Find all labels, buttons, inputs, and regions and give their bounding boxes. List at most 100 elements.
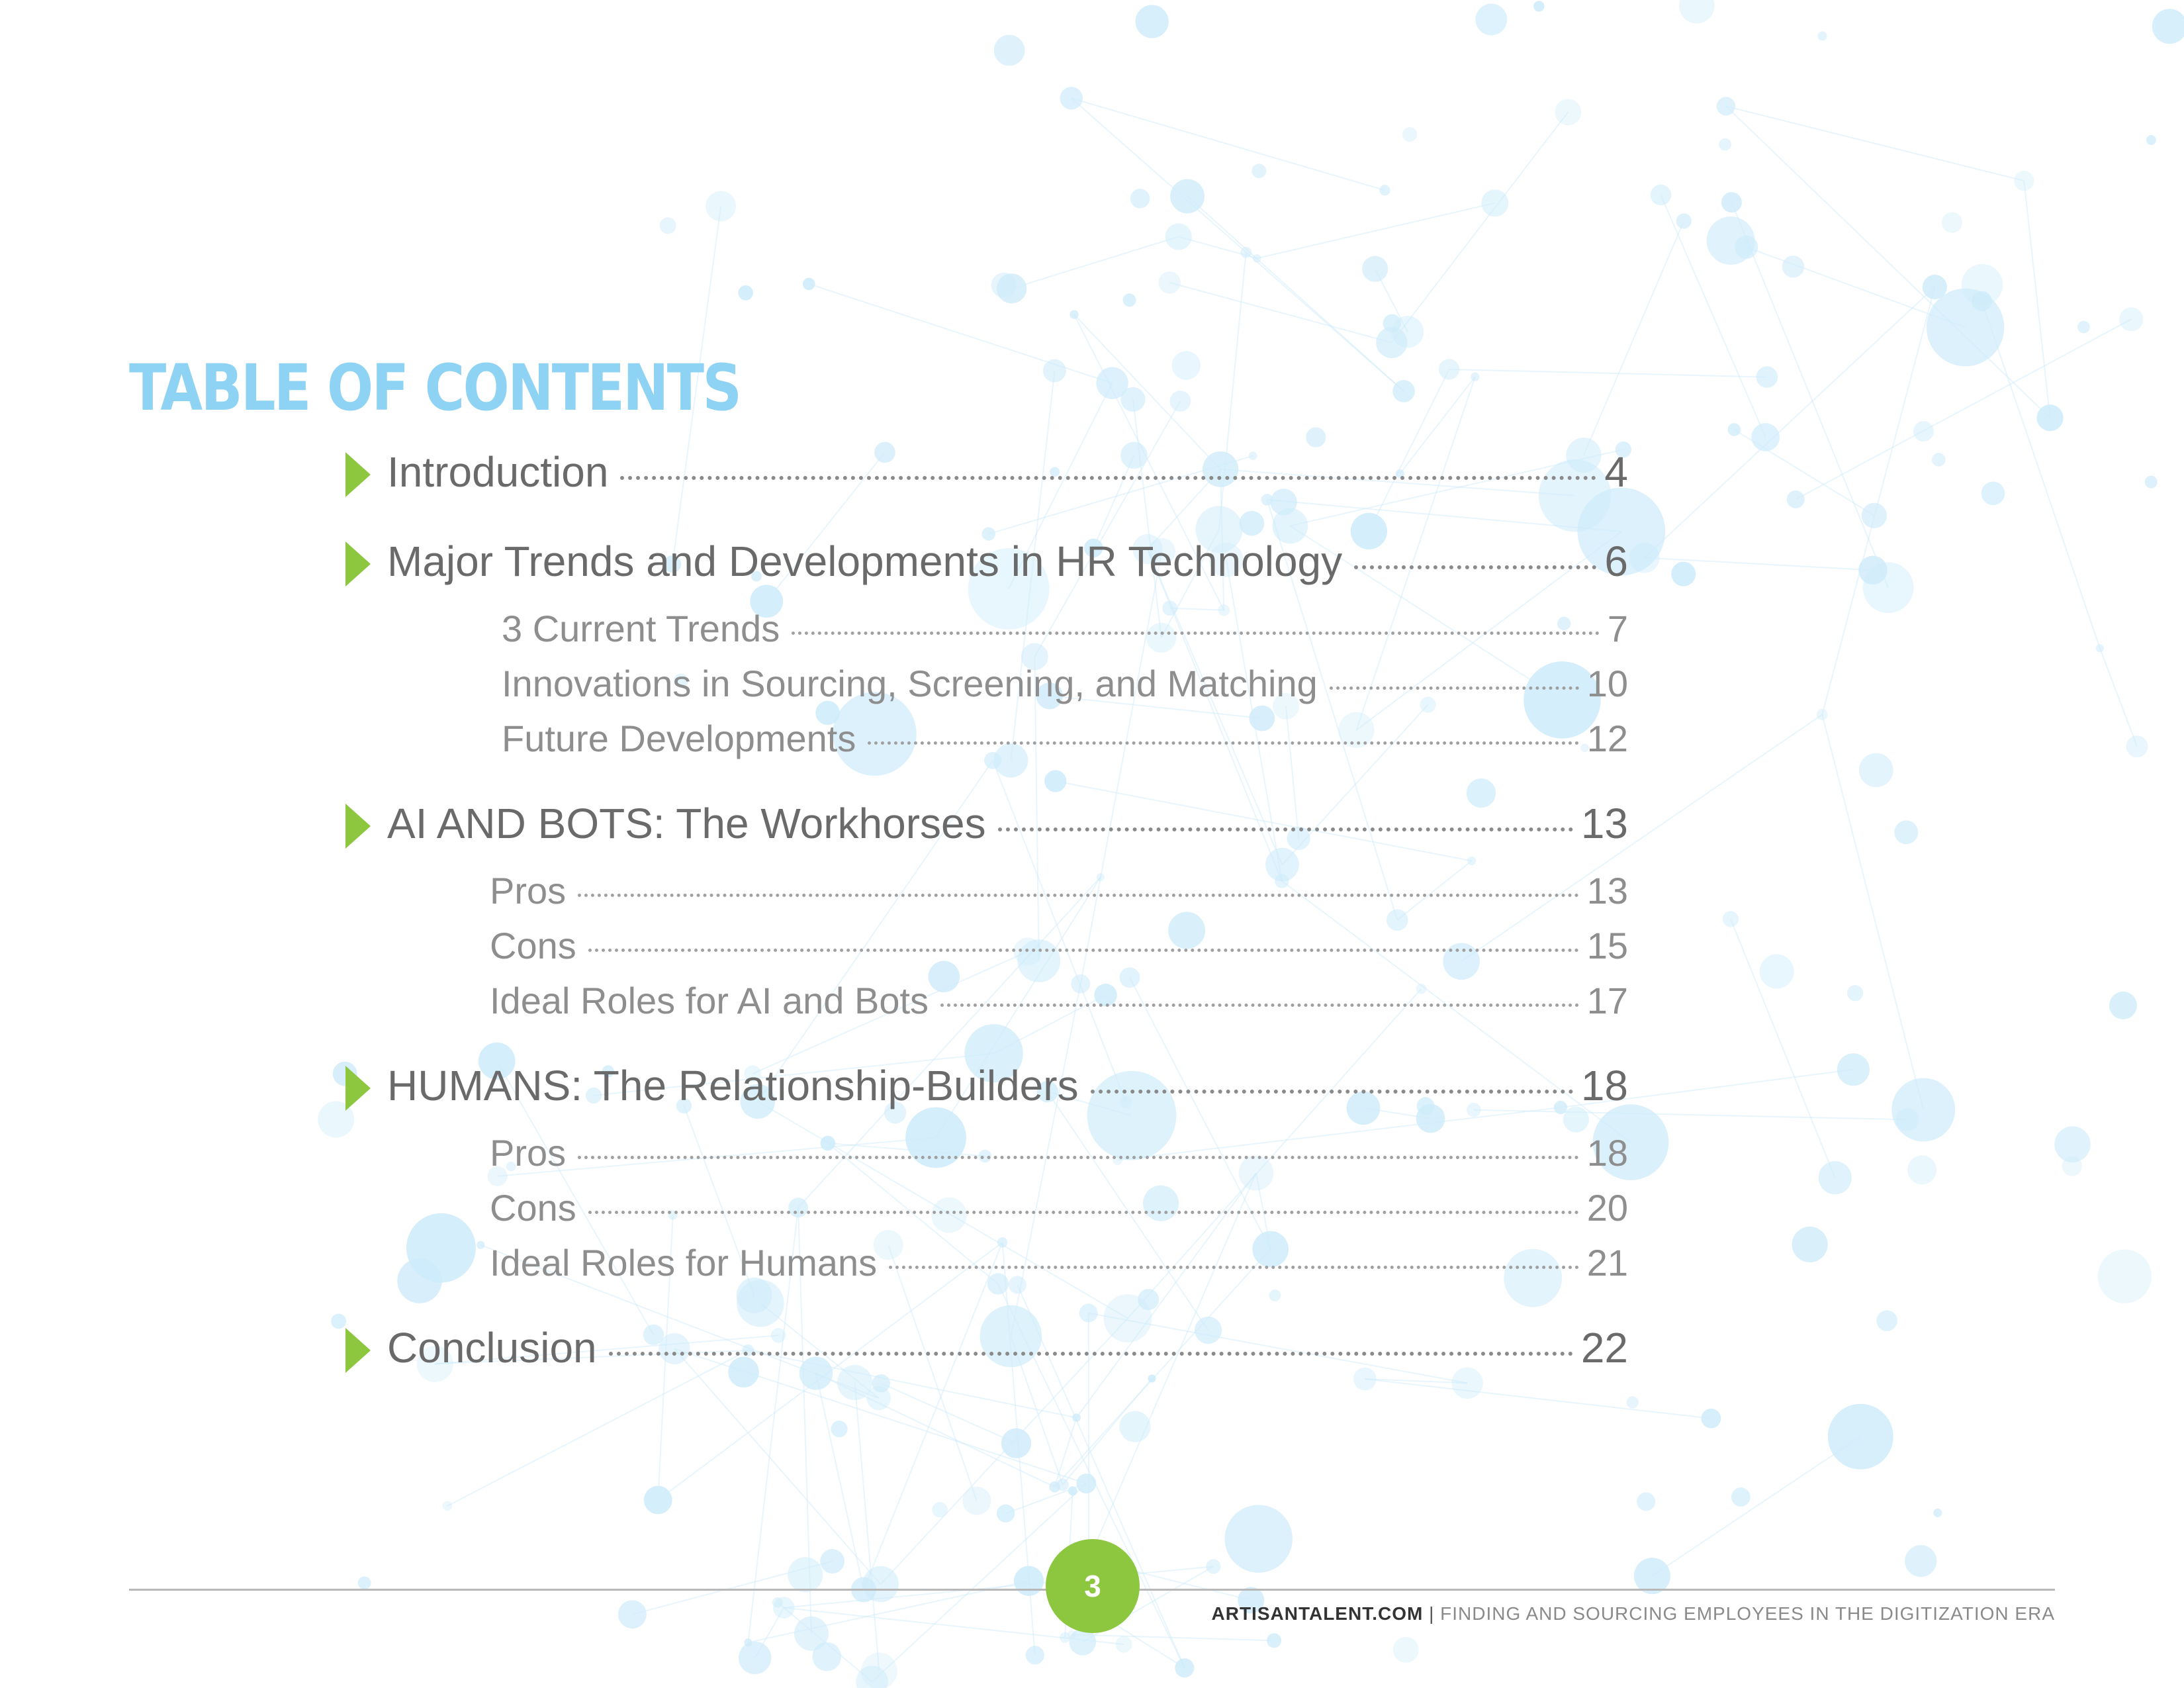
network-line (1660, 195, 1766, 438)
network-node (1650, 184, 1672, 206)
network-node (1592, 1104, 1669, 1180)
network-node (1383, 314, 1402, 333)
dot-leader (940, 1004, 1579, 1007)
network-node (1103, 1294, 1152, 1342)
network-node (799, 1356, 833, 1390)
toc-entry-innovations[interactable]: Innovations in Sourcing, Screening, and … (502, 662, 1628, 705)
network-node (1633, 1558, 1670, 1595)
network-line (1651, 1436, 1861, 1577)
toc-entry-major-trends[interactable]: Major Trends and Developments in HR Tech… (387, 537, 1628, 586)
network-line (672, 206, 722, 565)
network-node (1265, 847, 1299, 882)
toc-entry-page: 18 (1586, 1132, 1628, 1174)
network-node (1132, 534, 1163, 565)
network-line (1088, 1172, 1257, 1560)
green-triangle-arrow-icon (345, 804, 371, 849)
network-node (1827, 1403, 1893, 1470)
toc-entry-page: 17 (1586, 980, 1628, 1021)
page-number: 3 (1084, 1569, 1101, 1603)
network-line (496, 1060, 655, 1335)
network-node (1981, 481, 2005, 506)
network-line (757, 1100, 1128, 1319)
network-line (1187, 195, 1404, 392)
network-node (968, 548, 1050, 630)
footer-site-link[interactable]: ARTISANTALENT.COM (1211, 1603, 1424, 1624)
network-line (1821, 287, 1936, 715)
network-node (1120, 442, 1148, 469)
network-node (1069, 1628, 1097, 1656)
toc-entry-ai-pros[interactable]: Pros 13 (490, 869, 1628, 912)
network-node (2109, 991, 2137, 1019)
network-line (1461, 714, 1823, 962)
network-node (477, 1241, 485, 1249)
network-node (1158, 271, 1181, 294)
network-node (357, 1576, 371, 1590)
network-line (2099, 647, 2138, 747)
network-node (802, 277, 815, 291)
network-node (962, 1486, 991, 1515)
toc-entry-ideal-roles-ai[interactable]: Ideal Roles for AI and Bots 17 (490, 979, 1628, 1022)
network-node (1036, 1080, 1059, 1103)
toc-entry-current-trends[interactable]: 3 Current Trends 7 (502, 607, 1628, 650)
network-node (750, 585, 784, 618)
toc-entry-ai-cons[interactable]: Cons 15 (490, 924, 1628, 967)
network-line (447, 1350, 749, 1507)
page-title: TABLE OF CONTENTS (129, 351, 742, 425)
network-node (993, 34, 1025, 66)
toc-entry-conclusion[interactable]: Conclusion 22 (387, 1323, 1628, 1372)
network-node (1043, 359, 1066, 383)
network-node (1021, 643, 1048, 671)
network-line (1169, 281, 1392, 344)
network-node (1060, 87, 1083, 110)
network-node (1218, 604, 1230, 616)
page-number-badge: 3 (1046, 1539, 1140, 1633)
network-line (784, 1566, 1214, 1609)
network-node (831, 1421, 848, 1438)
network-line (992, 760, 1127, 1103)
network-node (1044, 770, 1067, 792)
dot-leader (588, 1211, 1579, 1214)
network-node (772, 1597, 783, 1608)
network-line (1055, 780, 1472, 862)
network-node (1338, 712, 1375, 748)
toc-entry-humans-cons[interactable]: Cons 20 (490, 1186, 1628, 1229)
network-node (331, 1313, 347, 1329)
network-node (866, 1385, 891, 1411)
network-node (981, 527, 995, 541)
network-node (1894, 820, 1919, 845)
network-node (1862, 562, 1914, 614)
network-node (1467, 1102, 1481, 1117)
network-line (1285, 706, 1300, 839)
network-node (1786, 490, 1805, 508)
dot-leader (588, 949, 1579, 952)
network-line (887, 1244, 978, 1501)
network-node (993, 743, 1028, 778)
network-node (1135, 5, 1169, 38)
network-node (1907, 1155, 1937, 1185)
network-node (1533, 1, 1545, 12)
toc-entry-label: Pros (490, 1132, 567, 1174)
network-line (1010, 983, 1081, 1336)
toc-entry-humans[interactable]: HUMANS: The Relationship-Builders 18 (387, 1061, 1628, 1110)
network-node (2014, 170, 2034, 191)
network-node (1084, 538, 1103, 558)
network-node (1926, 288, 2005, 367)
network-node (1376, 326, 1408, 359)
network-line (1062, 1378, 1153, 1485)
network-node (1346, 1091, 1381, 1125)
network-node (1626, 1396, 1639, 1409)
network-line (1008, 383, 1113, 589)
network-node (1420, 696, 1436, 713)
network-node (1119, 967, 1140, 988)
toc-entry-introduction[interactable]: Introduction 4 (387, 447, 1628, 496)
network-node (1168, 912, 1206, 949)
toc-entry-future-developments[interactable]: Future Developments 12 (502, 717, 1628, 760)
toc-entry-humans-pros[interactable]: Pros 18 (490, 1131, 1628, 1174)
network-node (1261, 493, 1273, 506)
toc-entry-page: 20 (1586, 1187, 1628, 1229)
toc-entry-ideal-roles-humans[interactable]: Ideal Roles for Humans 21 (490, 1241, 1628, 1284)
network-node (738, 285, 754, 301)
network-node (1913, 421, 1934, 442)
toc-entry-ai-and-bots[interactable]: AI AND BOTS: The Workhorses 13 (387, 799, 1628, 848)
toc-entry-label: Cons (490, 1187, 576, 1229)
